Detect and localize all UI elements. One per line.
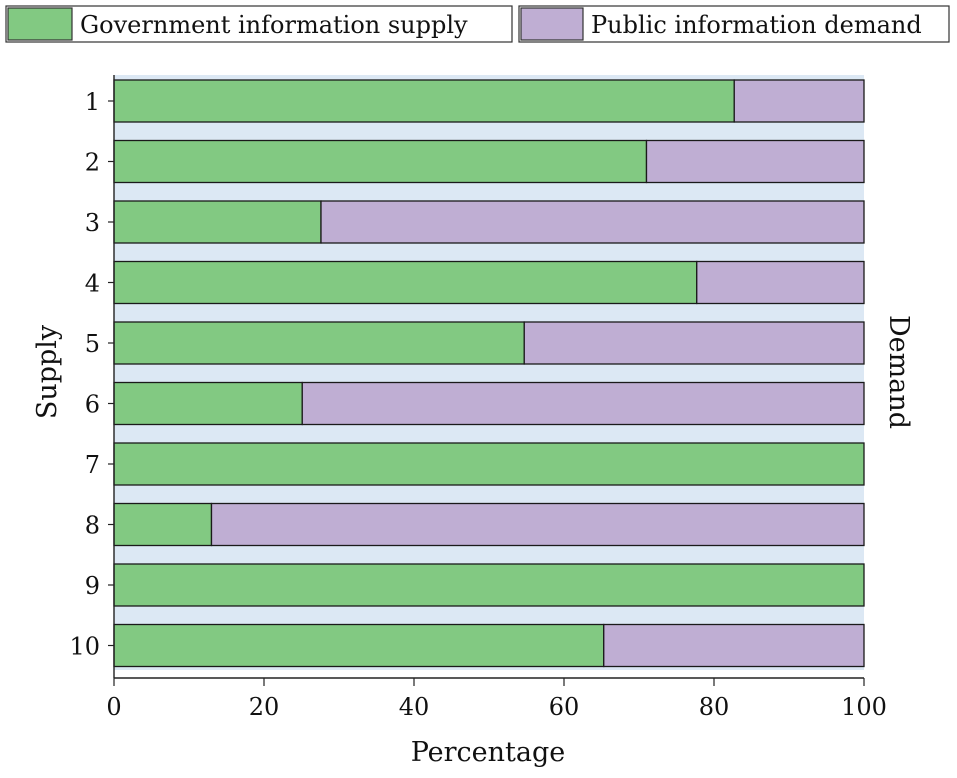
bar-demand-5 — [523, 321, 865, 365]
y-tick-label-2: 2 — [85, 149, 100, 177]
bar-supply-10 — [113, 623, 605, 668]
bar-supply-1 — [113, 79, 735, 123]
bar-demand-1 — [733, 79, 865, 123]
y-tick-label-7: 7 — [85, 451, 100, 479]
legend-label-2: Public information demand — [591, 11, 922, 39]
y-tick-label-3: 3 — [85, 209, 100, 237]
x-tick-label-80: 80 — [699, 693, 730, 721]
bar-supply-5 — [113, 321, 525, 365]
bar-supply-2 — [113, 139, 648, 184]
x-axis-label: Percentage — [411, 737, 566, 768]
x-tick-label-20: 20 — [249, 693, 280, 721]
bar-demand-4 — [696, 260, 865, 305]
bar-demand-8 — [210, 502, 865, 547]
legend: Government information supply Public info… — [5, 5, 950, 43]
bar-supply-9 — [113, 563, 865, 607]
bar-demand-6 — [301, 381, 865, 426]
y-axis-label-supply: Supply — [32, 324, 63, 419]
legend-swatch-2 — [520, 7, 584, 41]
bar-supply-8 — [113, 502, 213, 547]
bar-demand-3 — [320, 200, 865, 244]
bar-demand-10 — [603, 623, 865, 668]
x-tick-label-40: 40 — [399, 693, 430, 721]
legend-swatch-1 — [7, 7, 73, 41]
y-tick-label-6: 6 — [85, 391, 100, 419]
x-tick-label-60: 60 — [549, 693, 580, 721]
bar-supply-4 — [113, 260, 698, 305]
y-tick-label-8: 8 — [85, 512, 100, 540]
y-tick-label-9: 9 — [85, 572, 100, 600]
bar-supply-6 — [113, 381, 303, 426]
y-axis-label-demand: Demand — [883, 315, 914, 429]
bar-supply-7 — [113, 442, 865, 486]
plot-area — [113, 75, 865, 670]
y-tick-label-5: 5 — [85, 330, 100, 358]
legend-label-1: Government information supply — [80, 11, 468, 39]
legend-item-box-1 — [5, 5, 513, 43]
y-tick-label-4: 4 — [85, 270, 100, 298]
bar-supply-3 — [113, 200, 322, 244]
y-tick-label-1: 1 — [85, 88, 100, 116]
x-tick-label-100: 100 — [841, 693, 887, 721]
x-tick-label-0: 0 — [106, 693, 121, 721]
bar-demand-2 — [645, 139, 865, 184]
legend-item-box-2 — [518, 5, 950, 43]
y-tick-label-10: 10 — [69, 633, 100, 661]
